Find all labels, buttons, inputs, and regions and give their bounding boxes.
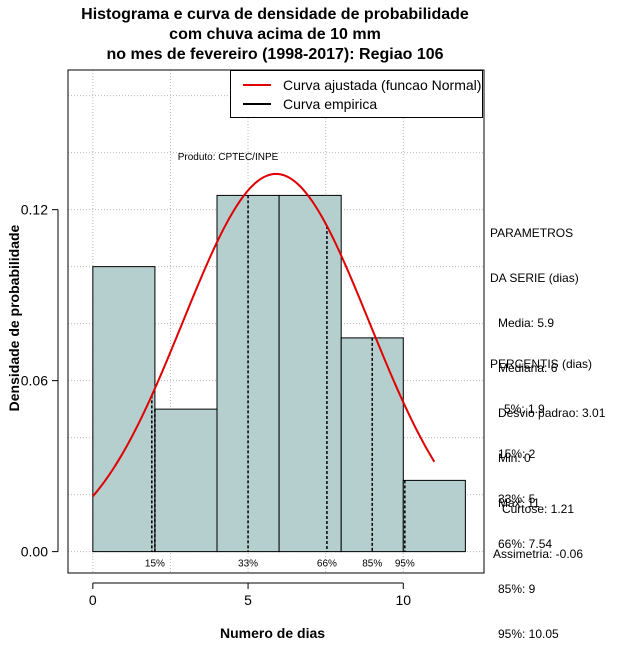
percentil-15: 15%: 2 [498, 447, 536, 461]
axes-layer: 0 5 10 0.00 0.06 0.12 [21, 202, 412, 608]
percentil-33: 33%: 5 [498, 492, 536, 506]
y-axis-label: Densidade de probabilidade [6, 224, 22, 412]
shape-stats: Curtose: 1.21 Assimetria: -0.06 [486, 472, 590, 592]
x-tick-label-2: 10 [395, 592, 411, 608]
series-parameters: PARAMETROS DA SERIE (dias) Media: 5.9 Me… [490, 196, 605, 541]
stat-assimetria: Assimetria: -0.06 [492, 547, 584, 561]
legend-label-empirical: Curva empirica [283, 96, 378, 112]
params-title-line-1: PARAMETROS [490, 226, 574, 240]
legend-label-normal: Curva ajustada (funcao Normal) [283, 77, 482, 93]
legend-swatch-normal [243, 84, 271, 86]
percentil-66: 66%: 7.54 [498, 537, 553, 551]
percentile-layer: 15% 33% 66% 85% 95% [145, 195, 415, 570]
histogram-bar-3 [278, 194, 342, 553]
y-tick-label-0: 0.00 [21, 544, 48, 560]
legend-swatch-empirical [243, 103, 271, 105]
chart-title-line-1: Histograma e curva de densidade de proba… [81, 6, 469, 23]
percentil-85: 85%: 9 [498, 582, 536, 596]
percentile-label-2: 33% [238, 559, 258, 570]
y-tick-label-2: 0.12 [21, 202, 48, 218]
legend: Curva ajustada (funcao Normal) Curva emp… [230, 70, 483, 118]
percentil-5: 5%: 1.9 [504, 402, 545, 416]
param-mediana: Mediana: 6 [498, 361, 558, 375]
x-axis-label: Numero de dias [220, 625, 326, 641]
percentis-title: PERCENTIS (dias) [490, 357, 593, 371]
chart-title-line-3: no mes de fevereiro (1998-2017): Regiao … [106, 46, 444, 63]
param-desvio: Desvio padrao: 3.01 [498, 406, 606, 420]
x-tick-label-1: 5 [244, 592, 252, 608]
percentile-label-3: 66% [317, 559, 337, 570]
param-media: Media: 5.9 [498, 316, 555, 330]
legend-item-normal: Curva ajustada (funcao Normal) [231, 75, 481, 95]
legend-item-empirical: Curva empirica [231, 94, 377, 114]
credit-text: Produto: CPTEC/INPE [178, 152, 279, 163]
percentile-label-4: 85% [362, 559, 382, 570]
chart-title-line-2: com chuva acima de 10 mm [169, 26, 381, 43]
y-tick-label-1: 0.06 [21, 373, 48, 389]
curve-layer [92, 172, 436, 497]
stat-curtose: Curtose: 1.21 [501, 502, 575, 516]
percentile-label-1: 15% [145, 559, 165, 570]
percentil-95: 95%: 10.05 [498, 627, 559, 641]
histogram-bar-1 [154, 408, 218, 553]
param-min: Min: 0 [498, 451, 531, 465]
x-tick-label-0: 0 [89, 592, 97, 608]
normal-fit-curve [92, 172, 436, 497]
bars-layer [92, 194, 466, 553]
percentiles-block: PERCENTIS (dias) 5%: 1.9 15%: 2 33%: 5 6… [490, 327, 592, 672]
percentile-label-5: 95% [395, 559, 415, 570]
histogram-bar-5 [402, 479, 466, 553]
param-max: Max: 11 [498, 496, 540, 510]
params-title-line-2: DA SERIE (dias) [490, 271, 579, 285]
